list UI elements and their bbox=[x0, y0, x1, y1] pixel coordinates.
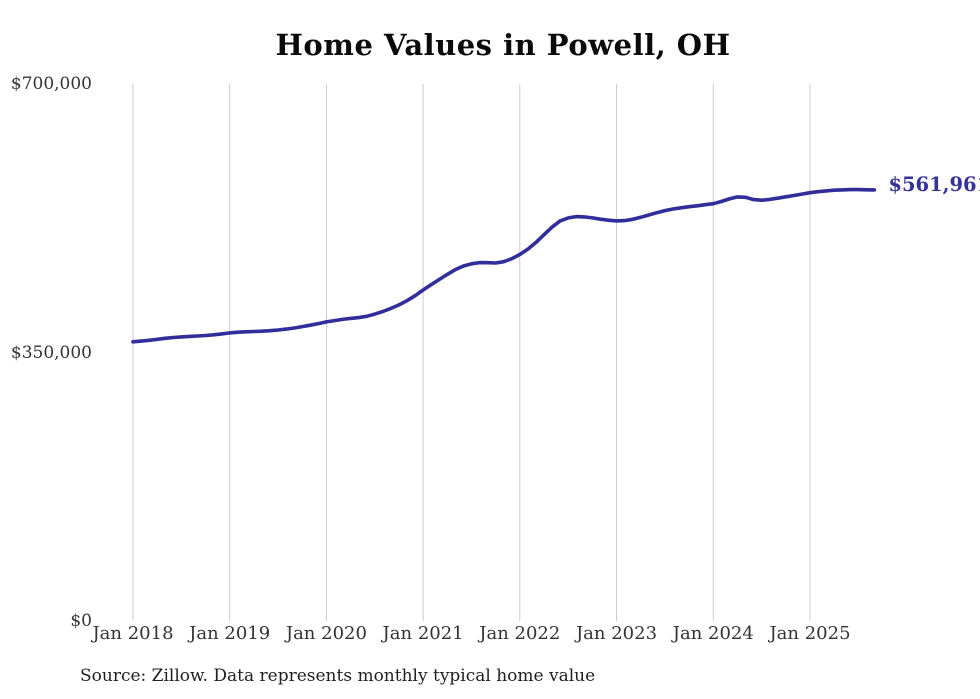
latest-value-label: $561,961 bbox=[888, 172, 980, 196]
x-tick-label: Jan 2024 bbox=[672, 623, 754, 644]
x-tick-label: Jan 2021 bbox=[382, 623, 464, 644]
x-tick-label: Jan 2020 bbox=[285, 623, 367, 644]
home-value-line bbox=[131, 187, 877, 344]
chart-title: Home Values in Powell, OH bbox=[275, 28, 731, 62]
source-note: Source: Zillow. Data represents monthly … bbox=[80, 666, 596, 686]
x-tick-label: Jan 2018 bbox=[92, 623, 174, 644]
x-tick-label: Jan 2023 bbox=[575, 623, 658, 644]
x-tick-label: Jan 2025 bbox=[769, 623, 851, 644]
y-tick-label: $700,000 bbox=[10, 74, 92, 94]
x-tick-label: Jan 2019 bbox=[189, 623, 271, 644]
x-tick-label: Jan 2022 bbox=[479, 623, 561, 644]
y-tick-label: $350,000 bbox=[10, 342, 92, 363]
y-tick-label: $0 bbox=[70, 611, 92, 631]
